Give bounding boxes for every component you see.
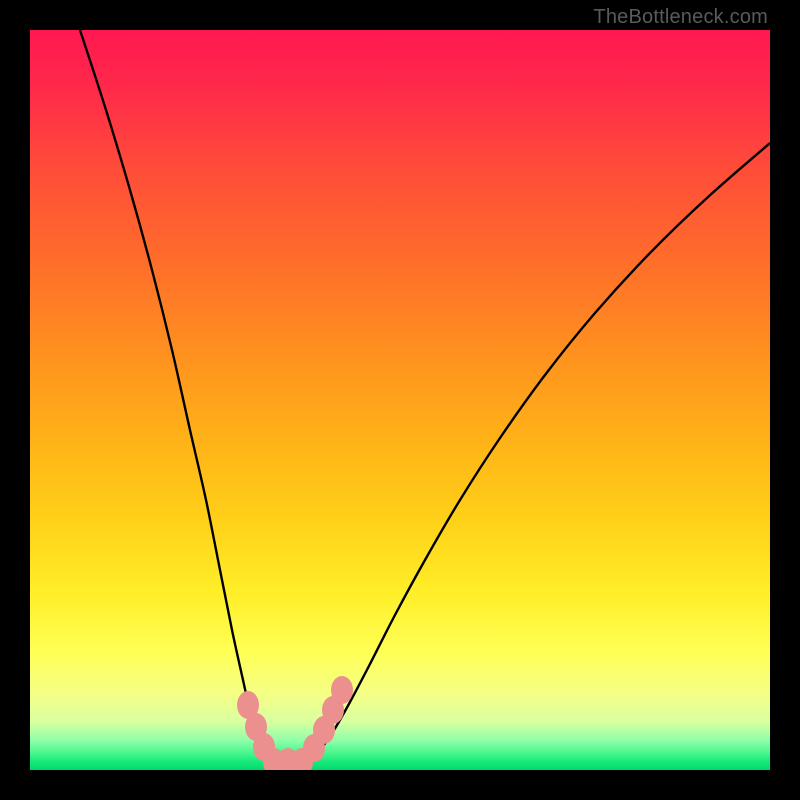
chart-container: TheBottleneck.com [0, 0, 800, 800]
bottleneck-chart-svg [30, 30, 770, 770]
optimal-marker [331, 676, 353, 704]
plot-area [30, 30, 770, 770]
watermark-text: TheBottleneck.com [593, 6, 768, 29]
gradient-background [30, 30, 770, 770]
